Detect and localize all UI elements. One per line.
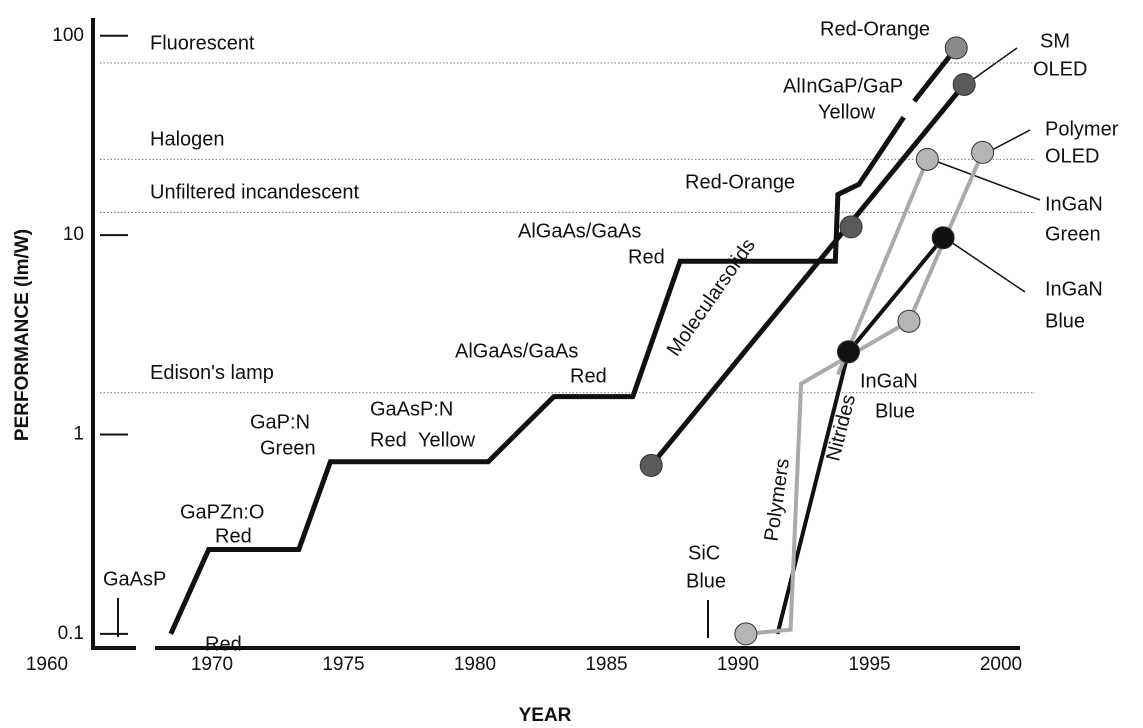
annotation: InGaN <box>1045 193 1103 215</box>
data-point <box>952 72 976 96</box>
annotation: Green <box>1045 223 1101 245</box>
x-tick-label: 1990 <box>717 654 759 675</box>
annotation: Red <box>205 633 242 655</box>
y-axis-title: PERFORMANCE (lm/W) <box>12 229 33 441</box>
reference-label: Unfiltered incandescent <box>150 182 359 204</box>
y-tick-label: 10 <box>63 224 84 245</box>
x-tick-label: 1970 <box>191 654 233 675</box>
reference-label: Halogen <box>150 129 225 151</box>
annotation: AlInGaP/GaP <box>783 75 903 97</box>
x-tick-label: 2000 <box>980 654 1022 675</box>
y-tick-label: 1 <box>73 424 84 445</box>
reference-label: Fluorescent <box>150 32 255 54</box>
leader-line <box>991 129 1031 151</box>
x-tick-label: 1960 <box>26 654 68 675</box>
annotation: Green <box>260 437 316 459</box>
annotation: OLED <box>1033 58 1087 80</box>
annotation: OLED <box>1045 145 1099 167</box>
annotation: Red <box>370 429 407 451</box>
annotation: Red-Orange <box>685 171 795 193</box>
data-point <box>944 36 968 60</box>
annotation: Red <box>628 246 665 268</box>
data-point <box>839 215 863 239</box>
leader-line <box>971 47 1018 81</box>
x-tick-label: 1975 <box>322 654 364 675</box>
annotation: Red <box>215 525 252 547</box>
annotation: Molecularsolids <box>663 235 760 361</box>
leader-line <box>937 161 1041 201</box>
annotation: SM <box>1040 30 1070 52</box>
series-line <box>649 82 967 467</box>
x-axis-title: YEAR <box>519 705 572 726</box>
data-point <box>734 622 758 646</box>
annotation: AlGaAs/GaAs <box>455 340 578 362</box>
data-point <box>931 226 955 250</box>
annotation: Yellow <box>818 101 876 123</box>
x-tick-label: 1995 <box>848 654 890 675</box>
annotation: Blue <box>875 400 915 422</box>
annotation: SiC <box>688 542 720 564</box>
data-point <box>971 140 995 164</box>
y-tick-label: 100 <box>52 25 84 46</box>
series-line <box>836 158 930 376</box>
annotation: Blue <box>1045 310 1085 332</box>
annotation: InGaN <box>1045 278 1103 300</box>
y-tick-label: 0.1 <box>58 623 84 644</box>
annotation: GaAsP:N <box>370 398 453 420</box>
annotation: AlGaAs/GaAs <box>518 220 641 242</box>
annotation: Polymers <box>761 457 794 543</box>
reference-label: Edison's lamp <box>150 362 274 384</box>
x-tick-label: 1980 <box>454 654 496 675</box>
annotation: Yellow <box>418 429 476 451</box>
annotation: GaPZn:O <box>180 501 264 523</box>
axes <box>91 18 1041 650</box>
annotation: GaAsP <box>103 568 166 590</box>
annotation: GaP:N <box>250 411 310 433</box>
series-line <box>745 151 985 636</box>
annotation: Polymer <box>1045 118 1119 140</box>
data-point <box>915 147 939 171</box>
data-point <box>836 340 860 364</box>
x-tick-label: 1985 <box>585 654 627 675</box>
annotation: Red <box>570 365 607 387</box>
annotation: Red-Orange <box>820 18 930 40</box>
annotation: InGaN <box>860 370 918 392</box>
data-point <box>639 453 663 477</box>
leader-line <box>947 239 1026 293</box>
data-point <box>897 309 921 333</box>
annotation: Blue <box>686 570 726 592</box>
